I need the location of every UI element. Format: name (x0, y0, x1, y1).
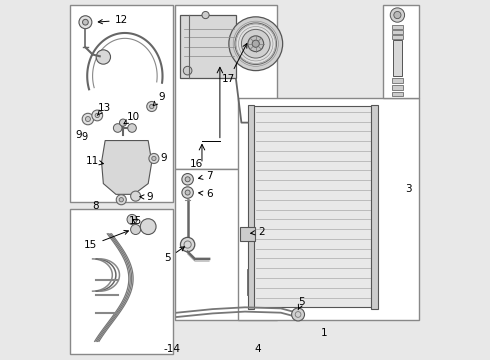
Text: 13: 13 (98, 103, 111, 115)
Circle shape (82, 19, 88, 25)
Circle shape (180, 237, 195, 252)
Text: 9: 9 (75, 130, 81, 140)
Bar (70, 209, 173, 354)
Text: 1: 1 (320, 328, 327, 338)
Bar (175, 169, 277, 320)
Circle shape (120, 119, 126, 126)
Circle shape (229, 17, 283, 71)
Bar (252, 107, 374, 307)
Bar (392, 35, 403, 39)
Circle shape (152, 156, 156, 161)
Text: 4: 4 (254, 344, 261, 354)
Text: 12: 12 (98, 15, 128, 26)
Bar (392, 85, 403, 90)
Circle shape (131, 225, 141, 234)
Text: 3: 3 (405, 184, 412, 194)
Bar (248, 105, 254, 309)
Bar (180, 15, 236, 78)
Bar (392, 30, 403, 34)
Text: 9: 9 (161, 153, 168, 163)
Circle shape (182, 174, 194, 185)
Text: 2: 2 (250, 227, 265, 237)
Circle shape (92, 110, 102, 121)
Circle shape (185, 177, 190, 182)
Text: 9: 9 (81, 132, 88, 142)
Text: 17: 17 (222, 44, 247, 84)
Circle shape (390, 8, 405, 22)
Circle shape (96, 50, 111, 64)
Circle shape (95, 113, 99, 118)
Circle shape (183, 66, 192, 75)
Circle shape (149, 104, 154, 109)
Circle shape (202, 12, 209, 19)
Circle shape (127, 215, 137, 225)
Circle shape (147, 102, 157, 112)
Text: 15: 15 (84, 230, 128, 250)
Circle shape (131, 191, 141, 201)
Circle shape (252, 40, 259, 47)
Bar (240, 226, 255, 241)
Bar (393, 40, 402, 76)
Bar (392, 78, 403, 83)
Bar (392, 25, 403, 29)
Bar (383, 5, 419, 98)
Circle shape (82, 113, 94, 125)
Circle shape (85, 117, 91, 122)
Circle shape (149, 153, 159, 163)
Text: 6: 6 (198, 189, 213, 199)
Bar (238, 98, 419, 320)
Circle shape (292, 308, 304, 321)
Text: 5: 5 (165, 247, 184, 263)
Text: 7: 7 (198, 171, 213, 181)
Text: 15: 15 (129, 216, 142, 226)
Circle shape (79, 16, 92, 29)
Text: 10: 10 (124, 112, 141, 124)
Text: 5: 5 (298, 297, 305, 310)
Circle shape (242, 30, 270, 58)
Circle shape (116, 195, 126, 205)
Polygon shape (101, 140, 152, 194)
Bar (175, 5, 277, 169)
Bar (392, 92, 403, 96)
Bar (371, 105, 378, 309)
Circle shape (140, 219, 156, 234)
Circle shape (248, 36, 264, 51)
Text: -14: -14 (163, 344, 180, 354)
Bar (70, 5, 173, 202)
Circle shape (113, 124, 122, 132)
Circle shape (185, 190, 190, 195)
Circle shape (128, 124, 136, 132)
Circle shape (119, 198, 123, 202)
Text: 11: 11 (86, 156, 103, 166)
Text: 9: 9 (153, 92, 165, 106)
Text: 9: 9 (140, 192, 153, 202)
Circle shape (394, 12, 401, 19)
Circle shape (182, 187, 194, 198)
Text: 8: 8 (92, 201, 98, 211)
Circle shape (235, 23, 276, 64)
Text: 16: 16 (190, 159, 203, 169)
